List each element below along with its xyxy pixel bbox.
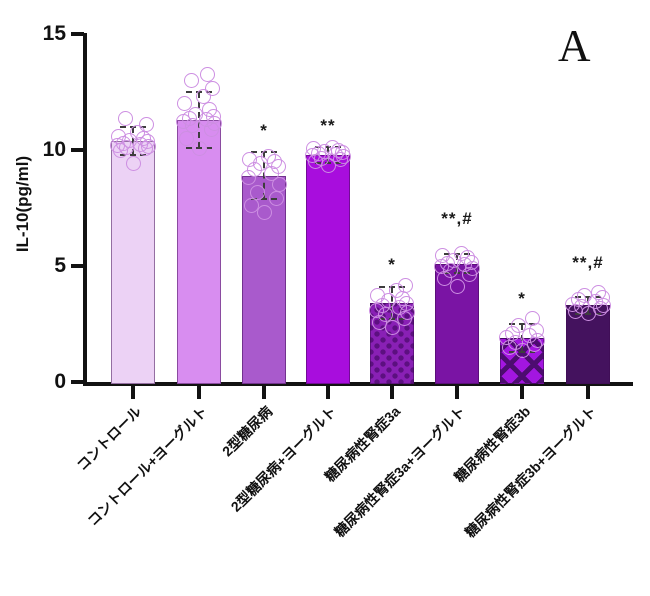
scatter-dot — [324, 140, 340, 156]
x-tick — [520, 386, 524, 399]
scatter-dot — [176, 96, 192, 112]
x-tick — [131, 386, 135, 399]
y-tick — [71, 32, 84, 36]
panel-letter: A — [558, 21, 591, 71]
x-tick — [455, 386, 459, 399]
bar — [306, 154, 350, 384]
x-tick — [390, 386, 394, 399]
scatter-dot — [369, 287, 385, 303]
scatter-dot — [528, 323, 544, 339]
significance-label: **,# — [441, 209, 473, 229]
scatter-dot — [449, 279, 465, 295]
x-axis-line — [83, 382, 633, 386]
scatter-dot — [129, 125, 145, 141]
x-tick — [586, 386, 590, 399]
scatter-dot — [243, 198, 259, 214]
scatter-dot — [117, 111, 133, 127]
y-tick — [71, 380, 84, 384]
scatter-dot — [183, 72, 199, 88]
x-tick — [197, 386, 201, 399]
scatter-dot — [576, 287, 592, 303]
y-tick-label: 0 — [54, 370, 66, 393]
scatter-dot — [178, 130, 194, 146]
significance-label: * — [260, 120, 268, 140]
y-tick-label: 10 — [42, 138, 66, 161]
y-axis-line — [83, 33, 87, 386]
scatter-dot — [201, 101, 217, 117]
scatter-dot — [510, 317, 526, 333]
significance-label: **,# — [572, 253, 604, 273]
significance-label: * — [518, 289, 526, 309]
scatter-dot — [397, 278, 413, 294]
scatter-dot — [453, 245, 469, 261]
scatter-dot — [195, 89, 211, 105]
significance-label: * — [388, 255, 396, 275]
y-tick — [71, 148, 84, 152]
error-bar-cap-bottom — [379, 318, 405, 321]
bar — [111, 140, 155, 384]
error-bar-cap-bottom — [120, 153, 146, 156]
scatter-dot — [249, 185, 265, 201]
significance-label: ** — [320, 116, 336, 136]
scatter-dot — [110, 128, 126, 144]
scatter-dot — [271, 177, 287, 193]
scatter-dot — [260, 149, 276, 165]
scatter-dot — [199, 67, 215, 83]
scatter-dot — [268, 191, 284, 207]
y-tick — [71, 264, 84, 268]
x-tick — [326, 386, 330, 399]
scatter-dot — [305, 141, 321, 157]
scatter-dot — [125, 156, 141, 172]
bar — [177, 119, 221, 384]
scatter-dot — [241, 151, 257, 167]
scatter-dot — [138, 116, 154, 132]
scatter-dot — [187, 106, 203, 122]
scatter-dot — [524, 310, 540, 326]
scatter-dot — [434, 248, 450, 264]
scatter-dot — [204, 81, 220, 97]
scatter-dot — [191, 141, 207, 157]
scatter-dot — [590, 285, 606, 301]
y-tick-label: 15 — [42, 22, 66, 45]
x-tick — [262, 386, 266, 399]
scatter-dot — [256, 205, 272, 221]
y-tick-label: 5 — [54, 254, 66, 277]
error-bar-cap-bottom — [251, 197, 277, 200]
